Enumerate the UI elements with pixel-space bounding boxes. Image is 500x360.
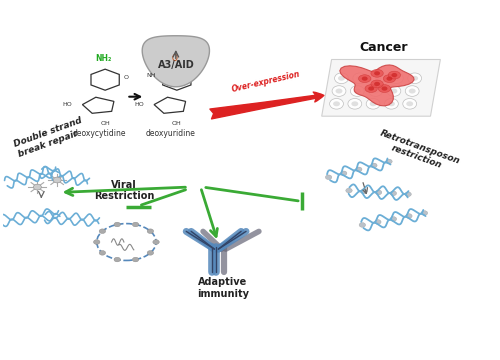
- Circle shape: [408, 89, 416, 94]
- Circle shape: [411, 76, 418, 81]
- Circle shape: [374, 71, 380, 76]
- Polygon shape: [322, 59, 440, 116]
- Text: OH: OH: [172, 121, 182, 126]
- Text: NH₂: NH₂: [95, 54, 112, 63]
- Circle shape: [352, 101, 358, 106]
- Text: OH: OH: [100, 121, 110, 126]
- Ellipse shape: [359, 222, 366, 227]
- Ellipse shape: [370, 163, 377, 168]
- Circle shape: [338, 76, 345, 81]
- Ellipse shape: [371, 69, 384, 77]
- Ellipse shape: [332, 86, 346, 96]
- Ellipse shape: [360, 189, 367, 194]
- Circle shape: [362, 77, 368, 81]
- Circle shape: [333, 101, 340, 106]
- Text: A3/AID: A3/AID: [158, 60, 194, 70]
- Circle shape: [374, 82, 380, 86]
- Circle shape: [147, 251, 154, 255]
- Circle shape: [147, 229, 154, 234]
- Circle shape: [114, 257, 120, 262]
- Text: Double strand
break repair: Double strand break repair: [12, 116, 87, 159]
- Ellipse shape: [376, 190, 382, 195]
- Ellipse shape: [365, 85, 378, 93]
- Circle shape: [356, 76, 363, 81]
- Circle shape: [153, 240, 160, 244]
- Ellipse shape: [421, 211, 428, 215]
- Circle shape: [372, 89, 379, 94]
- Circle shape: [99, 229, 105, 234]
- Circle shape: [382, 86, 388, 91]
- Ellipse shape: [356, 167, 362, 172]
- Text: Retrotransposon
restriction: Retrotransposon restriction: [375, 128, 461, 175]
- Ellipse shape: [368, 86, 382, 96]
- Circle shape: [94, 240, 100, 244]
- Circle shape: [114, 222, 120, 227]
- Text: Over-expression: Over-expression: [231, 70, 302, 94]
- Ellipse shape: [334, 73, 348, 84]
- Circle shape: [34, 184, 42, 190]
- Circle shape: [388, 101, 395, 106]
- Ellipse shape: [371, 80, 384, 88]
- Ellipse shape: [348, 99, 362, 109]
- Text: HO: HO: [134, 102, 143, 107]
- Text: Cancer: Cancer: [359, 41, 408, 54]
- Circle shape: [132, 222, 139, 227]
- Text: deoxyuridine: deoxyuridine: [146, 129, 196, 138]
- Circle shape: [374, 76, 382, 81]
- Text: O: O: [124, 76, 129, 80]
- Ellipse shape: [386, 159, 392, 164]
- Circle shape: [132, 257, 139, 262]
- Ellipse shape: [390, 73, 404, 84]
- Ellipse shape: [406, 214, 412, 218]
- Circle shape: [368, 86, 374, 91]
- Ellipse shape: [406, 86, 419, 96]
- Ellipse shape: [408, 73, 422, 84]
- Ellipse shape: [390, 191, 396, 195]
- Ellipse shape: [384, 75, 396, 82]
- Polygon shape: [340, 65, 414, 106]
- Ellipse shape: [353, 73, 366, 84]
- Ellipse shape: [326, 175, 332, 180]
- Ellipse shape: [340, 171, 347, 176]
- Polygon shape: [142, 36, 210, 87]
- Ellipse shape: [350, 86, 364, 96]
- Text: NH: NH: [146, 73, 156, 78]
- Circle shape: [336, 89, 342, 94]
- Circle shape: [53, 177, 61, 183]
- Ellipse shape: [358, 75, 371, 82]
- Circle shape: [386, 77, 392, 81]
- Ellipse shape: [378, 85, 390, 93]
- Ellipse shape: [388, 71, 400, 79]
- Text: deoxycytidine: deoxycytidine: [72, 129, 126, 138]
- Ellipse shape: [346, 188, 352, 193]
- Ellipse shape: [405, 192, 411, 197]
- Text: HO: HO: [62, 102, 72, 107]
- Text: O: O: [172, 54, 178, 63]
- Ellipse shape: [371, 73, 385, 84]
- Ellipse shape: [390, 217, 396, 221]
- Ellipse shape: [330, 99, 344, 109]
- Circle shape: [406, 101, 413, 106]
- Ellipse shape: [403, 99, 416, 109]
- Circle shape: [370, 101, 376, 106]
- Ellipse shape: [387, 86, 401, 96]
- Text: Adaptive
immunity: Adaptive immunity: [197, 278, 249, 299]
- Circle shape: [392, 73, 398, 77]
- Circle shape: [99, 251, 105, 255]
- Ellipse shape: [384, 99, 398, 109]
- Circle shape: [354, 89, 361, 94]
- Ellipse shape: [374, 220, 381, 224]
- Circle shape: [393, 76, 400, 81]
- Ellipse shape: [366, 99, 380, 109]
- Circle shape: [390, 89, 398, 94]
- Text: Viral
Restriction: Viral Restriction: [94, 180, 154, 202]
